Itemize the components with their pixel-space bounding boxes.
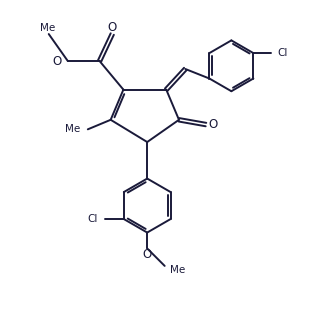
Text: O: O (208, 118, 218, 131)
Text: Cl: Cl (88, 214, 98, 224)
Text: O: O (142, 248, 152, 261)
Text: Me: Me (65, 124, 80, 134)
Text: Me: Me (39, 23, 55, 33)
Text: O: O (108, 20, 117, 33)
Text: Cl: Cl (278, 48, 288, 58)
Text: O: O (53, 55, 62, 68)
Text: Me: Me (171, 265, 186, 275)
